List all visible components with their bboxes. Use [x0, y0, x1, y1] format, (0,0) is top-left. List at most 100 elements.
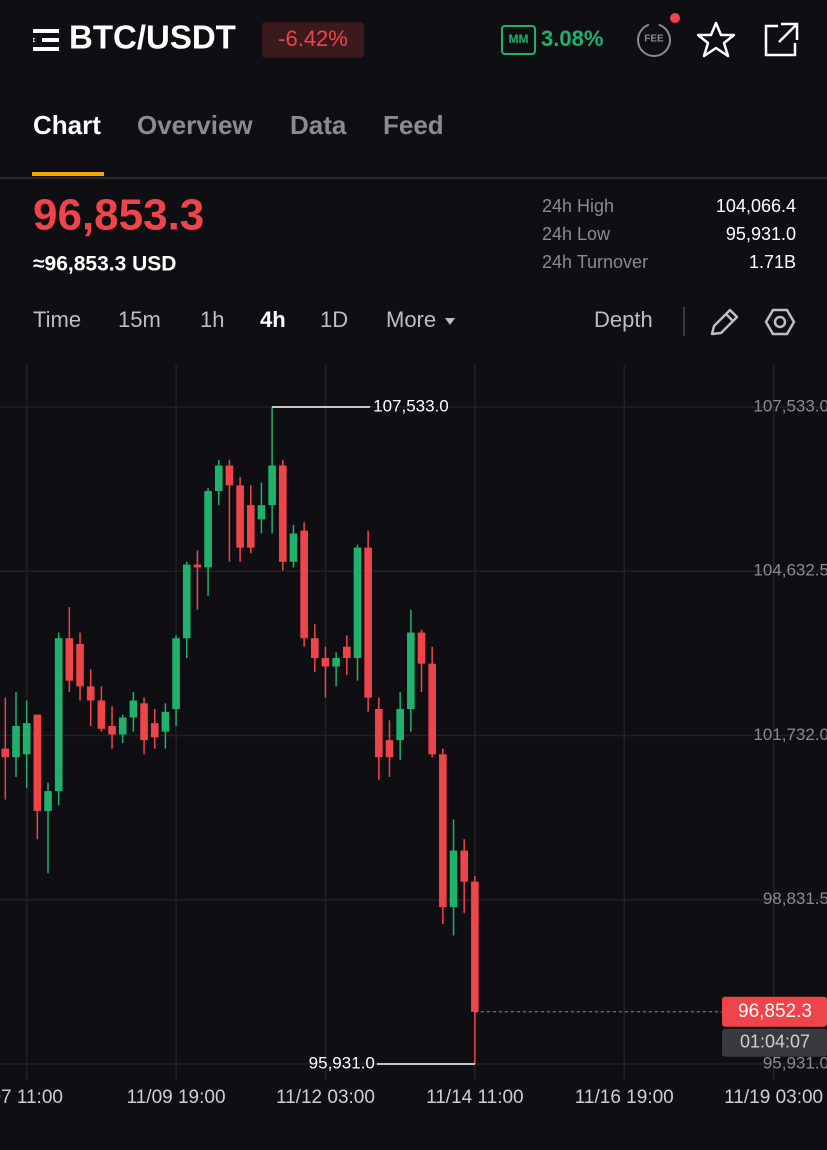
- candle-body: [204, 490, 212, 568]
- draw-icon[interactable]: [710, 308, 739, 336]
- candle-body: [118, 717, 127, 735]
- mm-badge[interactable]: MM: [509, 32, 529, 46]
- share-icon[interactable]: [764, 22, 799, 57]
- notification-dot: [670, 13, 680, 23]
- fee-badge[interactable]: FEE: [644, 34, 664, 45]
- last-price: 96,853.3: [33, 191, 204, 240]
- candle-body: [182, 564, 191, 639]
- fee-icon[interactable]: [637, 23, 671, 57]
- countdown-box: [722, 1028, 827, 1057]
- dropdown-arrow[interactable]: [445, 318, 455, 325]
- low-label: 95,931.0: [309, 1053, 375, 1072]
- candle-body: [321, 658, 330, 667]
- candle-body: [236, 485, 244, 548]
- candle-body: [364, 547, 372, 698]
- last-price-box: [722, 996, 827, 1027]
- stat-label: 24h High: [542, 196, 614, 216]
- star-icon[interactable]: [696, 21, 736, 58]
- tab[interactable]: Chart: [33, 110, 101, 140]
- candle-body: [385, 740, 394, 758]
- candle-body: [375, 708, 383, 758]
- candle-body: [54, 638, 63, 792]
- stat-value: 104,066.4: [716, 196, 796, 216]
- candle-body: [150, 723, 159, 738]
- candle-body: [257, 505, 266, 520]
- candle-body: [428, 663, 436, 755]
- interval[interactable]: 1h: [200, 307, 224, 332]
- candle-body: [161, 711, 170, 732]
- high-label: 107,533.0: [373, 396, 449, 415]
- y-tick-label: 98,831.5: [763, 889, 827, 908]
- candle-body: [449, 850, 458, 908]
- usd-price: ≈96,853.3 USD: [33, 253, 176, 276]
- y-tick-label: 95,931.0: [763, 1053, 827, 1072]
- candle-body: [97, 700, 106, 729]
- tab-underline: [32, 172, 104, 176]
- x-tick-label: 11/16 19:00: [575, 1087, 674, 1108]
- candle-body: [268, 465, 276, 506]
- y-tick-label: 104,632.5: [753, 561, 827, 580]
- candle-body: [22, 723, 31, 755]
- interval[interactable]: 4h: [260, 307, 286, 332]
- tab[interactable]: Overview: [137, 110, 253, 140]
- change: -6.42%: [278, 26, 348, 51]
- candle-body: [129, 700, 138, 718]
- candle-body: [396, 708, 404, 741]
- candle-body: [172, 638, 180, 709]
- change-badge: [262, 22, 364, 58]
- candle-body: [332, 658, 340, 667]
- depth-button[interactable]: Depth: [594, 307, 653, 332]
- candle-body: [12, 725, 20, 758]
- candle-body: [353, 547, 362, 659]
- x-tick-label: 11/19 03:00: [724, 1087, 823, 1108]
- candle-body: [214, 465, 223, 491]
- candle-body: [65, 638, 74, 681]
- countdown: 01:04:07: [740, 1032, 810, 1052]
- candle-body: [108, 725, 116, 735]
- y-tick-label: 101,732.0: [753, 725, 827, 744]
- mm-badge-box[interactable]: [501, 25, 536, 55]
- x-tick-label: 07 11:00: [0, 1087, 63, 1108]
- candle-body: [300, 530, 308, 639]
- candle-body: [193, 564, 202, 568]
- settings-icon[interactable]: [764, 308, 796, 336]
- menu-icon[interactable]: [33, 29, 59, 51]
- symbol[interactable]: BTC/USDT: [69, 19, 236, 56]
- candle-body: [471, 881, 479, 1012]
- candle-body: [1, 748, 10, 758]
- interval[interactable]: More: [386, 307, 436, 332]
- candle-body: [86, 686, 95, 701]
- candle-body: [343, 646, 351, 659]
- stat-value: 95,931.0: [726, 224, 796, 244]
- x-tick-label: 11/14 11:00: [426, 1087, 524, 1108]
- mm-rate[interactable]: 3.08%: [541, 26, 603, 51]
- candle-body: [460, 850, 468, 882]
- tab[interactable]: Feed: [383, 110, 444, 140]
- candle-body: [246, 505, 255, 548]
- candle-body: [76, 643, 84, 687]
- interval[interactable]: Time: [33, 307, 81, 332]
- candle-body: [310, 638, 319, 659]
- tab[interactable]: Data: [290, 110, 347, 140]
- candle-body: [140, 703, 148, 741]
- stat-label: 24h Turnover: [542, 252, 648, 272]
- candle-body: [439, 754, 447, 908]
- candle-body: [289, 533, 298, 562]
- stat-value: 1.71B: [749, 252, 796, 272]
- candle-body: [278, 465, 287, 562]
- candle-body: [407, 632, 415, 709]
- candle-body: [33, 714, 42, 811]
- last-price-label: 96,852.3: [738, 1001, 812, 1022]
- stat-label: 24h Low: [542, 224, 611, 244]
- candle-body: [44, 791, 52, 811]
- x-tick-label: 11/12 03:00: [276, 1087, 375, 1108]
- interval[interactable]: 15m: [118, 307, 161, 332]
- candle-body: [225, 465, 234, 486]
- interval[interactable]: 1D: [320, 307, 348, 332]
- x-tick-label: 11/09 19:00: [127, 1087, 226, 1108]
- y-tick-label: 107,533.0: [753, 396, 827, 415]
- candle-body: [417, 632, 426, 664]
